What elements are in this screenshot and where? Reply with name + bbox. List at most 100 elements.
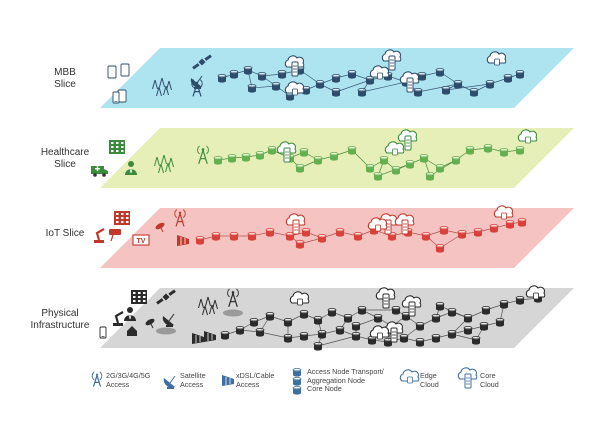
doctor-icon (124, 307, 136, 321)
network-node-icon (483, 143, 493, 153)
legend-text: Satellite (180, 371, 206, 380)
network-node-icon (317, 329, 327, 339)
hospital-icon (109, 140, 125, 154)
network-node-icon (229, 231, 239, 241)
network-node-icon (435, 68, 445, 77)
network-node-icon (379, 155, 389, 165)
network-node-icon (413, 88, 423, 97)
network-node-icon (367, 335, 377, 345)
core-cloud-icon (394, 213, 415, 235)
robot-arm-icon (113, 311, 124, 326)
network-node-icon (357, 305, 367, 315)
network-node-icon (313, 315, 323, 325)
network-node-icon (415, 337, 425, 347)
network-node-icon (517, 217, 527, 227)
network-node-icon (211, 231, 221, 241)
legend-text: Access (180, 379, 204, 389)
network-node-icon (439, 225, 449, 235)
network-node-icon (335, 227, 345, 237)
network-node-icon (331, 74, 341, 83)
satellite-dish-icon (162, 313, 175, 327)
xdsl-cabinet-icon (177, 235, 189, 246)
network-node-icon (351, 331, 361, 341)
network-node-icon (247, 231, 257, 241)
network-node-icon (399, 333, 409, 343)
network-node-icon (405, 159, 415, 169)
slice-label-physical: Physical Infrastructure (15, 308, 105, 332)
network-node-icon (285, 231, 295, 241)
antenna-icon (227, 288, 239, 307)
network-node-icon (317, 233, 327, 243)
network-node-icon (313, 155, 323, 165)
network-node-icon (247, 84, 257, 93)
network-node-icon (241, 152, 251, 162)
network-node-icon (331, 88, 341, 97)
edge-cloud-icon (493, 205, 514, 220)
network-node-icon (431, 333, 441, 343)
network-node-icon (329, 151, 339, 161)
network-node-icon (255, 327, 265, 337)
network-node-icon (365, 76, 375, 85)
network-node-icon (327, 307, 337, 317)
network-node-icon (481, 305, 491, 315)
slice-label-iot: IoT Slice (20, 228, 110, 240)
satellite-icon (156, 289, 176, 305)
edge-cloud-icon (369, 325, 390, 340)
slice-label-line: Physical (41, 308, 79, 319)
network-node-icon (417, 72, 427, 81)
network-node-icon (257, 72, 267, 81)
edge-cloud-icon (517, 129, 538, 144)
legend-item-satellite: Satellite Access (180, 371, 206, 389)
legend-item-edge-cloud: Edge Cloud (420, 371, 439, 389)
slice-label-line: Slice (54, 79, 76, 90)
network-node-icon (347, 145, 357, 155)
network-node-icon (315, 80, 325, 89)
ground-shadow (156, 327, 176, 335)
cell-towers-icon (152, 77, 172, 97)
phone-icon (112, 91, 120, 104)
core-cloud-icon (457, 367, 478, 389)
antenna-icon (191, 79, 203, 97)
hospital-icon (131, 290, 147, 304)
network-node-icon (229, 70, 239, 79)
slice-label-line: MBB (54, 67, 76, 78)
network-node-icon (365, 163, 375, 173)
network-node-icon (195, 235, 205, 245)
edge-cloud-icon (284, 81, 305, 96)
network-node-icon (463, 325, 473, 335)
network-node-icon (515, 145, 525, 155)
network-node-icon (383, 337, 393, 347)
network-node-icon (415, 321, 425, 331)
network-node-icon (441, 86, 451, 95)
network-node-icon (495, 317, 505, 327)
network-node-icon (391, 305, 401, 315)
network-node-icon (469, 88, 479, 97)
microwave-dish-icon (145, 318, 155, 329)
legend-text: Cloud (480, 379, 499, 389)
network-node-icon (265, 311, 275, 321)
network-node-icon (227, 153, 237, 163)
network-node-icon (435, 243, 445, 253)
edge-cloud-icon (486, 51, 507, 66)
network-node-icon (292, 385, 302, 395)
tablet-icon (107, 65, 117, 79)
slice-label-mbb: MBB Slice (20, 67, 110, 91)
network-node-icon (343, 313, 353, 323)
network-node-icon (301, 227, 311, 237)
edge-cloud-icon (399, 369, 420, 384)
legend-text: Aggregation Node (307, 375, 365, 385)
satellite-icon (192, 54, 212, 70)
robot-arm-icon (94, 228, 105, 243)
legend-text: Access (106, 379, 130, 389)
network-node-icon (391, 165, 401, 175)
slice-label-line: Slice (54, 159, 76, 170)
core-cloud-icon (284, 55, 305, 77)
network-node-icon (220, 330, 230, 340)
network-node-icon (421, 231, 431, 241)
network-node-icon (435, 163, 445, 173)
network-node-icon (419, 153, 429, 163)
antenna-icon (197, 145, 209, 164)
network-node-icon (299, 309, 309, 319)
network-node-icon (489, 223, 499, 233)
